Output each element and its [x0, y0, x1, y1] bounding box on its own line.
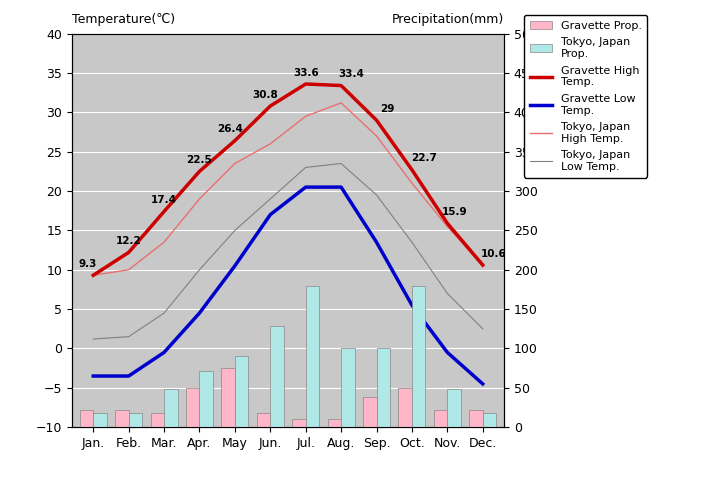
Bar	[186, 388, 199, 427]
Bar	[377, 348, 390, 427]
Text: 33.4: 33.4	[339, 69, 364, 79]
Text: 22.5: 22.5	[186, 155, 212, 165]
Text: 26.4: 26.4	[217, 124, 243, 134]
Text: 30.8: 30.8	[252, 90, 278, 100]
Legend: Gravette Prop., Tokyo, Japan
Prop., Gravette High
Temp., Gravette Low
Temp., Tok: Gravette Prop., Tokyo, Japan Prop., Grav…	[524, 15, 647, 178]
Text: 22.7: 22.7	[411, 154, 437, 164]
Text: 9.3: 9.3	[78, 259, 97, 269]
Bar	[270, 326, 284, 427]
Bar	[150, 413, 164, 427]
Text: Temperature(℃): Temperature(℃)	[72, 13, 175, 26]
Text: Precipitation(mm): Precipitation(mm)	[392, 13, 504, 26]
Bar	[292, 420, 306, 427]
Bar	[306, 286, 319, 427]
Bar	[80, 410, 94, 427]
Text: 33.6: 33.6	[293, 68, 318, 78]
Text: 12.2: 12.2	[116, 236, 142, 246]
Bar	[222, 368, 235, 427]
Text: 10.6: 10.6	[480, 249, 506, 259]
Bar	[482, 413, 496, 427]
Bar	[412, 286, 426, 427]
Bar	[129, 413, 142, 427]
Text: 17.4: 17.4	[151, 195, 177, 205]
Bar	[115, 410, 129, 427]
Bar	[447, 389, 461, 427]
Bar	[469, 410, 482, 427]
Bar	[398, 388, 412, 427]
Bar	[235, 356, 248, 427]
Text: 15.9: 15.9	[441, 207, 467, 217]
Bar	[94, 413, 107, 427]
Bar	[328, 420, 341, 427]
Text: 29: 29	[380, 104, 395, 114]
Bar	[434, 410, 447, 427]
Bar	[363, 397, 377, 427]
Bar	[341, 348, 354, 427]
Bar	[164, 389, 178, 427]
Bar	[257, 413, 270, 427]
Bar	[199, 371, 213, 427]
